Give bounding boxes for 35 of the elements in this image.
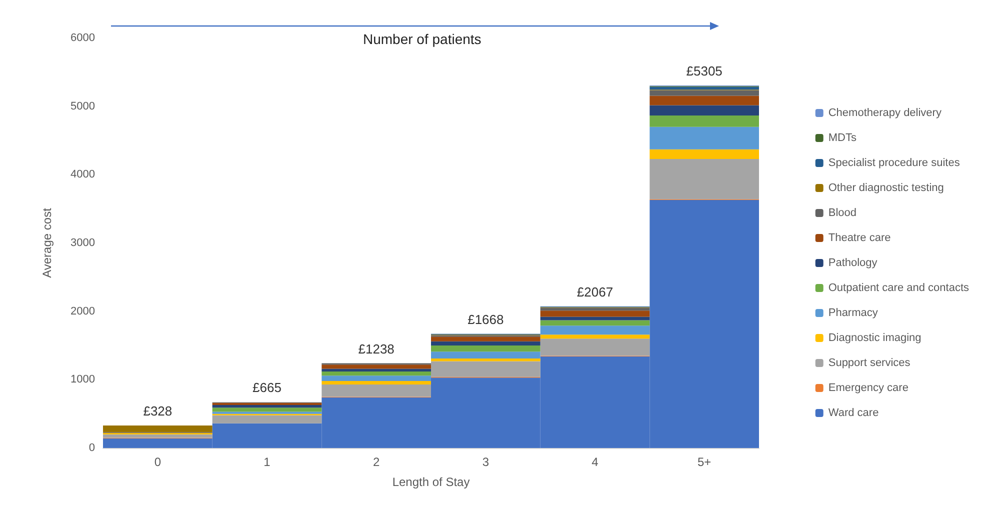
legend-label: Pharmacy [828, 307, 878, 319]
x-axis-title: Length of Stay [392, 475, 470, 489]
total-label: £2067 [576, 284, 614, 300]
legend-label: Outpatient care and contacts [828, 282, 970, 294]
total-label: £1238 [358, 341, 394, 356]
y-axis-title: Average cost [40, 207, 54, 278]
legend-label: Other diagnostic testing [828, 182, 944, 194]
legend-label: Theatre care [828, 232, 891, 244]
legend-label: Chemotherapy delivery [828, 107, 942, 119]
annotation: Number of patients [363, 31, 482, 47]
legend-label: Support services [828, 357, 911, 369]
x-tick-label: 5+ [697, 455, 712, 469]
legend-label: MDTs [828, 132, 857, 144]
x-tick-label: 3 [482, 455, 490, 469]
y-tick-label: 6000 [70, 32, 95, 44]
legend-label: Pathology [828, 257, 878, 269]
legend-label: Specialist procedure suites [828, 157, 960, 169]
y-tick-label: 4000 [70, 168, 95, 181]
total-label: £328 [143, 403, 172, 418]
y-tick-label: 5000 [70, 100, 95, 112]
y-tick-label: 1000 [70, 374, 95, 386]
legend-label: Ward care [828, 407, 879, 419]
total-label: £5305 [686, 63, 722, 78]
legend-label: Diagnostic imaging [828, 332, 922, 344]
legend-label: Emergency care [828, 382, 908, 394]
x-tick-label: 4 [592, 455, 599, 469]
x-tick-label: 2 [372, 455, 380, 469]
y-tick-label: 2000 [70, 305, 95, 318]
legend-label: Blood [828, 207, 856, 219]
x-tick-label: 0 [154, 455, 162, 469]
total-label: £1668 [468, 312, 504, 327]
x-tick-label: 1 [264, 455, 271, 469]
total-label: £665 [252, 380, 282, 396]
y-tick-label: 3000 [70, 237, 95, 249]
y-tick-label: 0 [88, 442, 95, 454]
